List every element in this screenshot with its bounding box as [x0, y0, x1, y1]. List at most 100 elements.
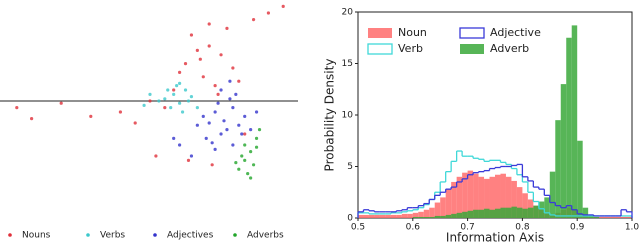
hist-bar	[511, 206, 517, 218]
hist-bar	[467, 210, 474, 218]
scatter-point	[228, 97, 232, 101]
scatter-point	[59, 101, 63, 105]
scatter-point	[252, 18, 256, 22]
hist-bar	[566, 37, 572, 218]
scatter-point	[243, 158, 247, 162]
hist-bar	[604, 216, 611, 218]
scatter-point	[142, 103, 146, 107]
hist-bar	[429, 216, 435, 218]
hist-bar	[495, 208, 501, 218]
hist-bar	[412, 216, 419, 218]
scatter-point	[172, 92, 176, 96]
hist-bar	[549, 171, 556, 218]
scatter-point	[210, 163, 214, 167]
hist-bar	[522, 208, 528, 218]
scatter-point	[195, 123, 199, 127]
scatter-point	[201, 114, 205, 118]
hist-bar	[582, 207, 589, 218]
hist-bar	[484, 208, 490, 218]
hist-bar	[374, 214, 380, 218]
hist-bar	[390, 214, 397, 218]
scatter-point	[243, 132, 247, 136]
hist-bar	[451, 181, 457, 218]
scatter-point	[178, 143, 182, 147]
scatter-point	[195, 48, 199, 53]
hist-bar	[593, 216, 600, 218]
hist-bar	[401, 213, 408, 218]
hist-bar	[527, 207, 534, 218]
scatter-point	[237, 167, 241, 171]
hist-bar	[511, 180, 517, 218]
x-axis-title: Information Axis	[446, 231, 544, 244]
scatter-point	[213, 84, 217, 88]
scatter-point	[207, 22, 211, 26]
y-tick-label: 15	[342, 59, 353, 69]
hist-bar	[560, 84, 567, 218]
hist-bar	[440, 197, 446, 218]
hist-bar	[495, 174, 501, 218]
scatter-point	[175, 84, 179, 88]
hist-bar	[489, 209, 495, 218]
scatter-point	[249, 128, 253, 132]
scatter-point	[249, 150, 253, 154]
scatter-point	[207, 44, 211, 48]
hist-bar	[407, 213, 413, 218]
hist-bar	[445, 189, 452, 218]
y-tick-label: 20	[342, 8, 354, 18]
scatter-point	[157, 99, 161, 103]
scatter-point	[231, 66, 235, 70]
hist-bar	[522, 193, 528, 218]
scatter-point	[266, 11, 270, 15]
hist-bar	[423, 209, 430, 218]
hist-bar	[412, 212, 419, 218]
y-axis-title: Probability Density	[323, 59, 337, 172]
hist-bar	[467, 170, 474, 218]
scatter-point	[195, 106, 199, 110]
scatter-point	[207, 121, 211, 125]
scatter-point	[216, 92, 220, 96]
scatter-point	[189, 95, 194, 99]
hist-bar	[571, 25, 578, 218]
scatter-point	[204, 136, 208, 140]
hist-bar	[445, 214, 452, 218]
hist-bar	[423, 216, 430, 218]
hist-bar	[358, 214, 364, 218]
hist-bar	[434, 215, 441, 218]
scatter-point	[231, 143, 235, 147]
scatter-point	[240, 154, 244, 158]
legend-label: Adverbs	[247, 231, 284, 241]
scatter-point	[186, 158, 191, 162]
scatter-point	[216, 101, 220, 105]
legend-label: Noun	[398, 26, 427, 39]
y-tick-label: 5	[347, 162, 353, 172]
legend-marker	[86, 233, 90, 237]
x-tick-label: 0.5	[351, 223, 365, 233]
scatter-point	[225, 128, 229, 132]
hist-bar	[451, 213, 457, 218]
hist-bar	[368, 214, 375, 218]
scatter-point	[246, 172, 250, 176]
hist-bar	[418, 211, 424, 218]
legend-label: Adjectives	[167, 231, 214, 241]
scatter-point	[254, 145, 259, 149]
y-tick-label: 10	[342, 111, 354, 121]
hist-bar	[462, 211, 468, 218]
scatter-point	[183, 88, 188, 92]
hist-bar	[615, 216, 622, 218]
scatter-point	[210, 141, 214, 145]
scatter-point	[201, 75, 205, 79]
scatter-point	[234, 92, 238, 96]
scatter-point	[169, 106, 173, 110]
hist-bar	[544, 197, 550, 218]
scatter-point	[133, 121, 137, 125]
scatter-point	[243, 114, 247, 118]
hist-bar	[610, 216, 616, 218]
scatter-point	[234, 161, 238, 165]
legend-swatch	[367, 43, 393, 55]
scatter-point	[148, 92, 152, 96]
scatter-point	[231, 106, 235, 110]
x-tick-label: 0.7	[460, 223, 474, 233]
hist-bar	[363, 214, 369, 218]
legend-swatch	[460, 44, 484, 54]
